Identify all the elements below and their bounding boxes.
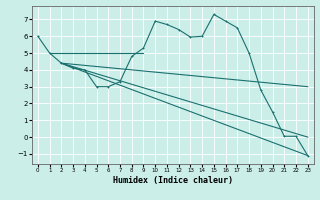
- X-axis label: Humidex (Indice chaleur): Humidex (Indice chaleur): [113, 176, 233, 185]
